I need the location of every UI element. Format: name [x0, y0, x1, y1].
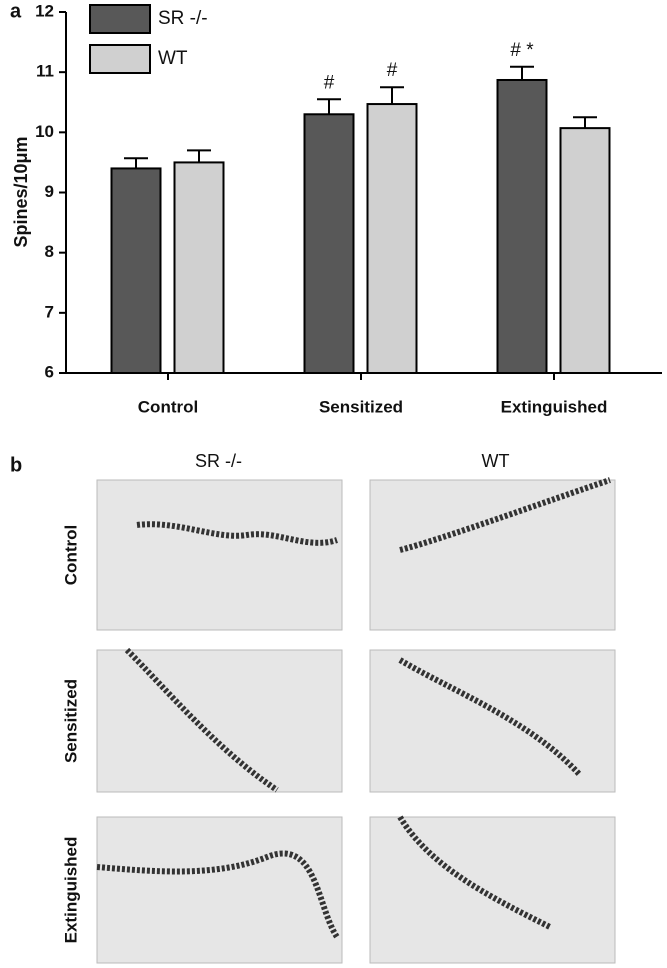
micrograph	[96, 649, 343, 793]
dendrite	[398, 657, 583, 778]
error-bar	[317, 98, 341, 115]
error-bar	[573, 116, 597, 129]
dendrite	[124, 647, 279, 793]
row-label: Sensitized	[61, 679, 80, 763]
y-tick-label: 9	[45, 182, 54, 201]
y-axis-label: Spines/10μm	[11, 136, 31, 247]
annotation: #	[387, 60, 398, 81]
y-tick-label: 7	[45, 302, 54, 321]
row-label: Control	[61, 525, 80, 585]
legend-swatch	[89, 44, 151, 74]
bar	[366, 103, 418, 375]
bar	[110, 167, 162, 374]
legend-swatch	[89, 4, 151, 34]
error-bar	[187, 149, 211, 163]
error-bar	[124, 157, 148, 169]
x-tick-label: Sensitized	[319, 397, 403, 416]
y-tick-label: 10	[35, 122, 54, 141]
panel-label: a	[10, 0, 22, 22]
bar	[173, 161, 225, 374]
y-tick-label: 8	[45, 242, 54, 261]
column-label: SR -/-	[195, 451, 242, 471]
dendrite	[136, 521, 338, 546]
legend-label: WT	[158, 48, 188, 69]
micrograph	[96, 816, 343, 964]
x-tick-label: Control	[138, 397, 198, 416]
micrograph	[96, 479, 343, 631]
panel-label: b	[10, 454, 22, 476]
y-tick-label: 11	[36, 62, 54, 81]
error-bar	[510, 65, 534, 80]
y-tick-label: 12	[35, 1, 54, 20]
annotation: #	[324, 72, 335, 93]
micrograph	[369, 479, 616, 631]
row-label: Extinguished	[61, 837, 80, 944]
column-label: WT	[482, 451, 510, 471]
bar	[303, 113, 355, 375]
micrographs: SR -/- WT Control Sensitized Extinguished	[61, 451, 616, 964]
y-tick-label: 6	[45, 362, 54, 381]
dendrite	[397, 815, 552, 930]
x-tick-label: Extinguished	[501, 397, 608, 416]
bar	[496, 78, 548, 374]
dendrite	[399, 477, 611, 553]
annotation: # *	[510, 40, 534, 61]
error-bar	[380, 86, 404, 105]
legend-label: SR -/-	[158, 8, 208, 29]
bar	[559, 127, 611, 374]
micrograph	[369, 816, 616, 964]
dendrite	[96, 850, 340, 939]
